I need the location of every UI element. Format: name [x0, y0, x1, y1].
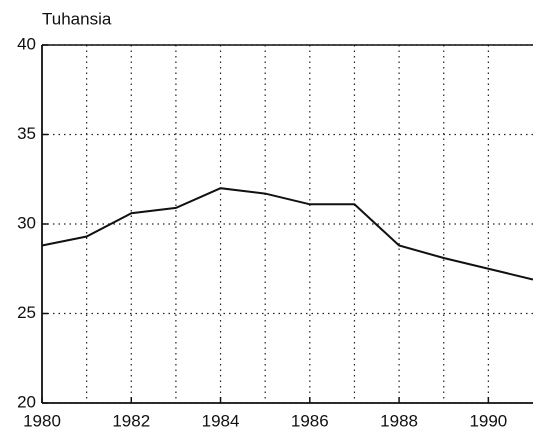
y-tick-label: 35 [17, 124, 36, 143]
y-tick-label: 20 [17, 392, 36, 411]
y-tick-label: 25 [17, 303, 36, 322]
x-tick-label: 1984 [202, 411, 240, 430]
y-tick-label: 40 [17, 34, 36, 53]
y-axis-title: Tuhansia [42, 9, 112, 28]
x-tick-label: 1986 [291, 411, 329, 430]
x-tick-label: 1990 [469, 411, 507, 430]
x-tick-label: 1988 [380, 411, 418, 430]
line [41, 187, 533, 281]
y-tick-label: 30 [17, 213, 36, 232]
x-tick-label: 1982 [112, 411, 150, 430]
x-tick-label: 1980 [23, 411, 61, 430]
